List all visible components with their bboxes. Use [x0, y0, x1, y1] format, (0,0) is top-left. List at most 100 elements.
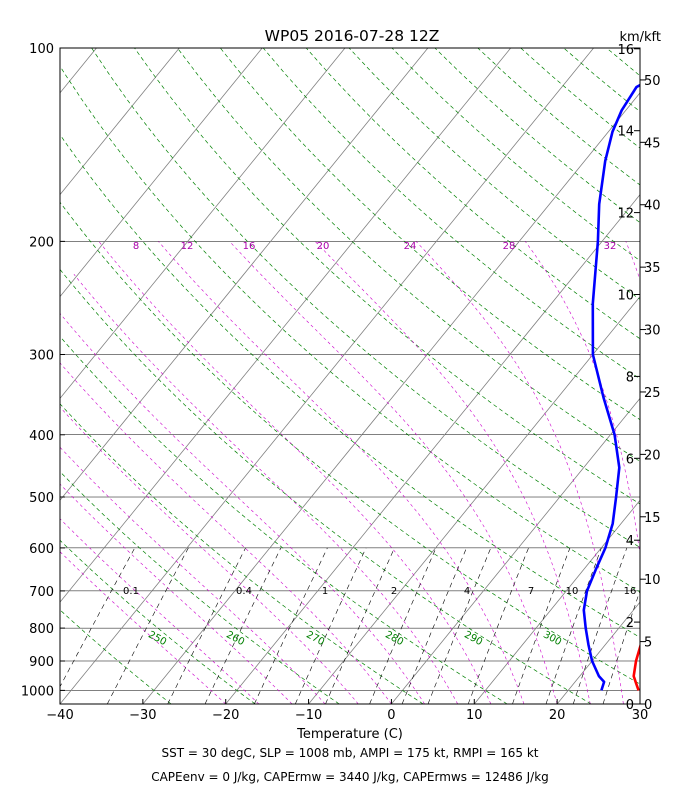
plot-frame	[59, 47, 641, 705]
mixing-ratio-line	[427, 547, 492, 704]
dry-adiabat	[60, 471, 340, 704]
moist-adiabat-label: 28	[503, 241, 516, 252]
isotherm	[60, 48, 346, 400]
mixing-ratio-line	[107, 547, 189, 704]
km-tick-label: 2	[626, 616, 634, 631]
mixing-ratio-label: 4	[464, 586, 470, 597]
kft-tick-label: 0	[644, 698, 652, 713]
kft-tick-label: 50	[644, 74, 661, 89]
dry-adiabat	[60, 268, 592, 704]
km-tick-label: 12	[617, 207, 634, 222]
mixing-ratio-line	[467, 547, 529, 704]
mixing-ratio-label: 0.1	[123, 586, 139, 597]
km-tick-label: 6	[626, 452, 634, 467]
x-tick-label: −40	[46, 708, 73, 723]
y-tick-label: 900	[29, 655, 54, 670]
kft-tick-label: 45	[644, 136, 661, 151]
dry-adiabat	[220, 48, 640, 421]
x-tick-label: 10	[466, 708, 483, 723]
km-tick-label: 16	[617, 43, 634, 58]
footer-line-2: CAPEenv = 0 J/kg, CAPErmw = 3440 J/kg, C…	[151, 770, 549, 784]
moist-adiabat-label: 12	[181, 241, 194, 252]
moist-adiabat	[73, 274, 458, 704]
moist-adiabat	[60, 446, 326, 704]
km-tick-label: 14	[617, 125, 634, 140]
mixing-ratio-line	[602, 589, 640, 704]
y-tick-label: 400	[29, 429, 54, 444]
mixing-ratio-line	[60, 547, 136, 688]
kft-tick-label: 5	[644, 636, 652, 651]
kft-tick-label: 25	[644, 386, 661, 401]
moist-adiabat-label: 8	[133, 241, 139, 252]
y-tick-label: 500	[29, 491, 54, 506]
isotherm	[60, 48, 180, 196]
isotherm	[0, 48, 14, 704]
x-tick-label: −30	[129, 708, 156, 723]
isotherm	[142, 92, 640, 704]
y-tick-label: 200	[29, 235, 54, 250]
moist-adiabat	[60, 312, 425, 704]
sounding-profiles	[582, 83, 640, 691]
chart-title: WP05 2016-07-28 12Z	[265, 27, 440, 45]
mixing-ratio-label: 0.4	[236, 586, 252, 597]
footer-line-1: SST = 30 degC, SLP = 1008 mb, AMPI = 175…	[161, 746, 539, 760]
y-tick-label: 1000	[21, 684, 54, 699]
kft-tick-label: 15	[644, 511, 661, 526]
sounding-line	[582, 83, 640, 691]
isotherm	[308, 295, 640, 704]
dry-adiabat	[60, 65, 640, 593]
mixing-ratio-line	[254, 547, 328, 704]
potential-temperature-label: 300	[541, 629, 563, 648]
x-tick-label: 30	[632, 708, 649, 723]
x-tick-label: −20	[212, 708, 239, 723]
kft-tick-label: 20	[644, 448, 661, 463]
dry-adiabat	[177, 48, 640, 462]
mixing-ratio-label: 1	[322, 586, 328, 597]
mixing-ratio-line	[545, 547, 602, 704]
moist-adiabat	[98, 241, 492, 704]
dry-adiabat	[60, 403, 424, 704]
potential-temperature-label: 290	[462, 629, 484, 648]
y-tick-label: 100	[29, 42, 54, 57]
mixing-ratio-label: 10	[566, 586, 579, 597]
km-tick-label: 8	[626, 370, 634, 385]
dry-adiabat	[60, 539, 256, 704]
mixing-ratio-line	[369, 547, 437, 704]
x-axis-label: Temperature (C)	[296, 727, 403, 742]
mixing-ratio-line	[167, 547, 246, 704]
y-tick-label: 300	[29, 348, 54, 363]
dry-adiabat	[60, 335, 508, 704]
background-lines	[0, 48, 700, 704]
moist-adiabat	[229, 241, 558, 704]
dry-adiabat	[60, 609, 172, 704]
mixing-ratio-label: 16	[624, 586, 637, 597]
isotherm	[60, 48, 512, 603]
isotherm	[60, 48, 429, 501]
moist-adiabat	[525, 241, 640, 557]
x-tick-label: −10	[295, 708, 322, 723]
dry-adiabat	[692, 48, 700, 704]
moist-adiabat-label: 16	[243, 241, 256, 252]
dry-adiabat	[60, 201, 640, 685]
isotherm	[60, 48, 594, 704]
y-tick-label: 600	[29, 542, 54, 557]
potential-temperature-label: 260	[224, 629, 246, 648]
km-tick-label: 0	[626, 698, 634, 713]
dry-adiabat	[91, 48, 640, 548]
isotherm	[391, 397, 640, 704]
moist-adiabat-label: 24	[404, 241, 417, 252]
dry-adiabat	[134, 48, 640, 505]
kft-tick-label: 35	[644, 261, 661, 276]
km-tick-label: 10	[617, 289, 634, 304]
mixing-ratio-line	[401, 547, 467, 704]
moist-adiabat-label: 20	[317, 241, 330, 252]
right-axis-label: km/kft	[619, 30, 661, 45]
kft-tick-label: 40	[644, 199, 661, 214]
mixing-ratio-line	[512, 547, 571, 704]
isotherm	[225, 194, 640, 704]
x-tick-label: 20	[549, 708, 566, 723]
mixing-ratio-label: 2	[391, 586, 397, 597]
dry-adiabat	[520, 48, 640, 149]
